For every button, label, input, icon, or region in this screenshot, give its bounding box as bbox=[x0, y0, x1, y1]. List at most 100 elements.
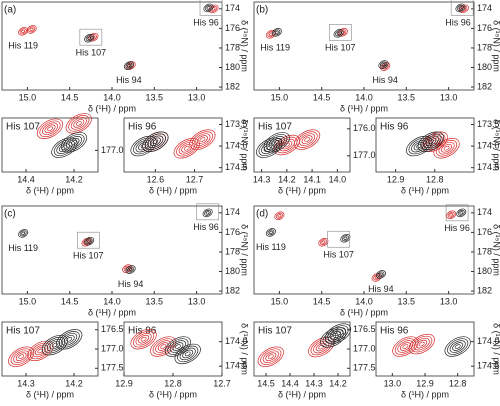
peak bbox=[125, 265, 136, 274]
contour bbox=[150, 336, 177, 357]
contour bbox=[452, 342, 464, 351]
x-tick-label: 14.4 bbox=[281, 378, 299, 388]
y-tick-label: 177.5 bbox=[101, 363, 124, 373]
x-tick-label: 13.5 bbox=[398, 92, 416, 102]
x-tick-label: 12.8 bbox=[164, 378, 182, 388]
peak bbox=[27, 340, 54, 362]
peak bbox=[408, 333, 435, 355]
contour bbox=[333, 29, 344, 38]
contour bbox=[68, 115, 90, 132]
contour bbox=[75, 121, 82, 126]
contour bbox=[275, 212, 283, 219]
peak bbox=[173, 138, 200, 159]
contour bbox=[140, 336, 147, 342]
peak bbox=[60, 132, 88, 153]
contour bbox=[84, 33, 95, 43]
contour bbox=[320, 327, 347, 348]
contour bbox=[71, 139, 77, 145]
peak-box bbox=[450, 0, 474, 16]
contour bbox=[177, 345, 199, 363]
contour bbox=[29, 27, 34, 32]
contour bbox=[85, 238, 93, 245]
x-tick-label: 13.5 bbox=[146, 296, 164, 306]
y-tick-label: 178 bbox=[477, 42, 492, 52]
peak bbox=[41, 334, 68, 356]
x-tick-label: 13.0 bbox=[188, 296, 206, 306]
peak-label: His 119 bbox=[260, 43, 290, 53]
peak-label: His 96 bbox=[445, 18, 471, 28]
contour bbox=[133, 137, 155, 155]
contour bbox=[178, 141, 195, 155]
y-tick-label: 174 bbox=[225, 3, 240, 13]
peak-label: His 107 bbox=[76, 48, 107, 58]
contour bbox=[173, 138, 200, 159]
contour bbox=[142, 131, 169, 152]
contour bbox=[422, 135, 439, 149]
x-tick-label: 12.8 bbox=[449, 378, 467, 388]
contour bbox=[441, 143, 453, 153]
contour bbox=[206, 6, 211, 10]
contour bbox=[32, 344, 49, 358]
panel-label: (c) bbox=[4, 209, 16, 220]
contour bbox=[399, 342, 411, 351]
contour bbox=[455, 3, 466, 13]
peak-label: His 94 bbox=[118, 279, 144, 289]
peak bbox=[271, 28, 282, 37]
contour bbox=[266, 145, 273, 151]
contour bbox=[202, 208, 213, 218]
contour bbox=[183, 145, 190, 151]
contour bbox=[425, 137, 437, 147]
contour bbox=[449, 213, 454, 217]
contour bbox=[417, 131, 444, 152]
x-tick-label: 14.3 bbox=[17, 378, 35, 388]
peak-label: His 107 bbox=[73, 251, 104, 261]
y-tick-label: 178 bbox=[225, 246, 240, 256]
contour bbox=[70, 117, 87, 130]
contour bbox=[21, 231, 26, 236]
peak bbox=[456, 208, 467, 218]
contour bbox=[262, 350, 279, 363]
y-tick-label: 177.5 bbox=[353, 363, 376, 373]
contour bbox=[273, 139, 280, 145]
contour bbox=[449, 340, 466, 353]
x-tick-label: 14.0 bbox=[355, 92, 373, 102]
contour bbox=[257, 346, 284, 367]
contour bbox=[268, 136, 285, 149]
contour bbox=[179, 347, 196, 361]
contour bbox=[34, 346, 46, 356]
contour bbox=[65, 113, 92, 134]
peak bbox=[150, 336, 177, 357]
y-tick-label: 174 bbox=[477, 3, 492, 13]
contour bbox=[130, 328, 157, 350]
y-tick-label: 180 bbox=[225, 62, 240, 72]
contour bbox=[420, 133, 442, 150]
contour bbox=[413, 141, 425, 151]
peak-box bbox=[79, 28, 103, 46]
contour bbox=[381, 62, 386, 67]
contour bbox=[87, 239, 92, 243]
y-tick-label: 174.5 bbox=[477, 162, 500, 172]
contour bbox=[408, 333, 435, 355]
contour bbox=[266, 134, 288, 151]
y-tick-label: 177.0 bbox=[353, 343, 376, 353]
x-tick-label: 14.5 bbox=[257, 378, 275, 388]
inset-label: His 107 bbox=[258, 326, 292, 337]
x-tick-label: 14.5 bbox=[61, 92, 79, 102]
plot-frame bbox=[123, 117, 223, 173]
contour bbox=[39, 120, 61, 138]
contour bbox=[281, 140, 293, 150]
peak bbox=[257, 346, 284, 367]
x-tick-label: 15.0 bbox=[19, 92, 37, 102]
contour bbox=[27, 340, 54, 362]
contour bbox=[68, 138, 80, 147]
x-axis-label: δ (¹H) / ppm bbox=[26, 389, 74, 399]
contour bbox=[459, 211, 464, 215]
contour bbox=[167, 338, 189, 355]
contour bbox=[377, 271, 385, 278]
contour bbox=[184, 351, 191, 357]
contour bbox=[332, 329, 344, 338]
plot-frame bbox=[375, 117, 475, 173]
contour bbox=[164, 336, 192, 357]
x-tick-label: 12.7 bbox=[186, 174, 204, 184]
